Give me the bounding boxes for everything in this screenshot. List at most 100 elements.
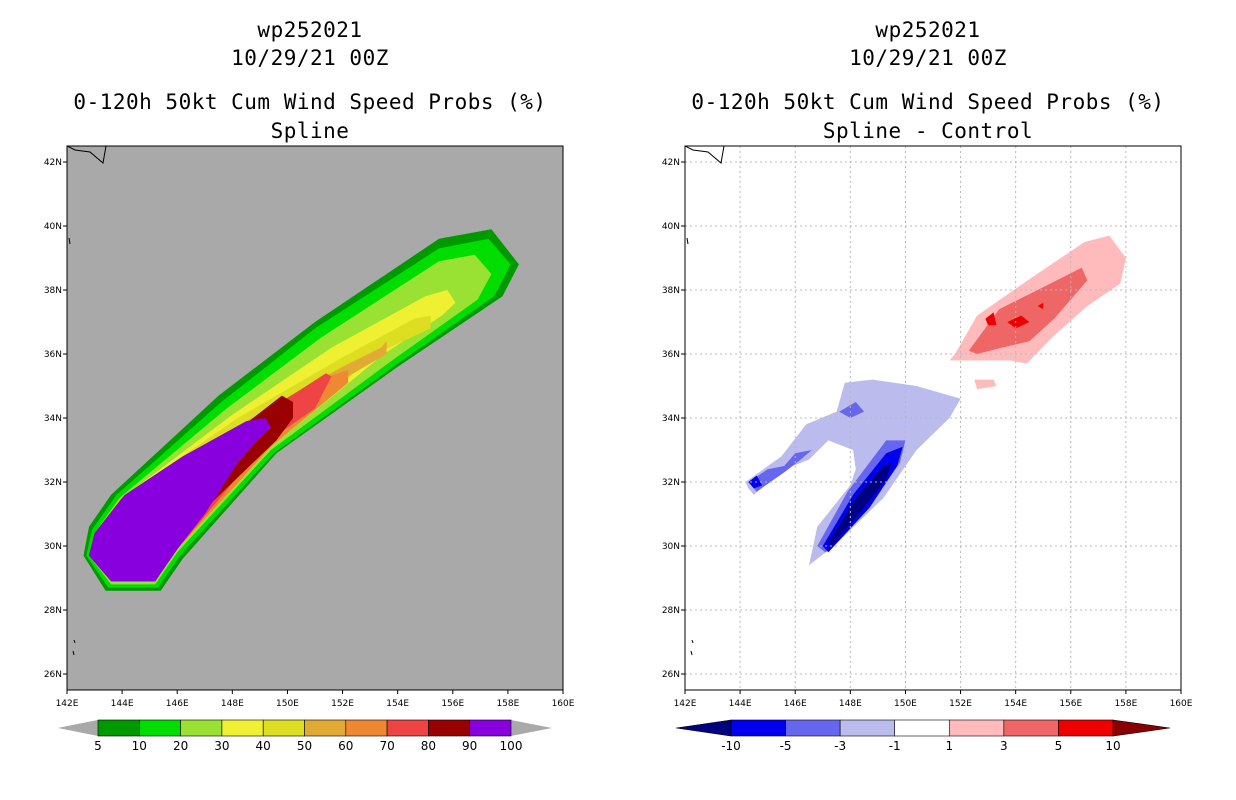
right-difference-map: 142E 144E 146E 148E 150E 152E 154E 156E 158E 160E… bbox=[662, 145, 1193, 753]
right-y-tick-label: 28N bbox=[662, 606, 680, 616]
left-colorbar-box bbox=[304, 719, 347, 737]
left-y-tick-label: 32N bbox=[44, 478, 62, 488]
right-colorbar-box bbox=[1058, 719, 1114, 737]
right-colorbar-label: -5 bbox=[780, 739, 792, 753]
left-x-tick-label: 154E bbox=[386, 699, 409, 709]
right-colorbar-box bbox=[948, 719, 1005, 737]
right-colorbar-label: 1 bbox=[945, 739, 953, 753]
left-x-tick-label: 146E bbox=[166, 699, 189, 709]
left-x-tick-label: 148E bbox=[221, 699, 244, 709]
right-x-tick-label: 144E bbox=[729, 699, 752, 709]
right-contour-region-3 bbox=[968, 267, 1088, 354]
left-island-1 bbox=[68, 237, 71, 245]
left-contour-region-100 bbox=[89, 418, 269, 582]
left-colorbar-box bbox=[97, 719, 140, 737]
left-colorbar-label: 30 bbox=[214, 739, 229, 753]
right-contour-region-neg3 bbox=[748, 450, 812, 492]
right-x-tick-label: 158E bbox=[1114, 699, 1137, 709]
left-title-time: 10/29/21 00Z bbox=[231, 46, 389, 70]
left-colorbar-box bbox=[345, 719, 388, 737]
left-title-product: 0-120h 50kt Cum Wind Speed Probs (%) bbox=[73, 90, 547, 114]
right-contour-region-neg3 bbox=[839, 402, 865, 418]
left-x-tick-label: 152E bbox=[331, 699, 354, 709]
right-colorbar-over-arrow bbox=[1112, 719, 1171, 737]
right-title-time: 10/29/21 00Z bbox=[849, 46, 1007, 70]
right-colorbar-box bbox=[730, 719, 786, 737]
left-y-tick-label: 26N bbox=[44, 670, 62, 680]
left-colorbar-label: 90 bbox=[462, 739, 477, 753]
right-contour-region-neg10 bbox=[828, 462, 892, 546]
right-title-subtitle: Spline - Control bbox=[822, 119, 1034, 143]
right-y-tick-label: 36N bbox=[662, 350, 680, 360]
right-y-tick-label: 34N bbox=[662, 414, 680, 424]
right-contour-region-5 bbox=[985, 312, 997, 326]
right-coastlines bbox=[685, 146, 725, 656]
right-colorbar-box bbox=[894, 719, 950, 737]
left-probability-map: 142E 144E 146E 148E 150E 152E 154E 156E 158E 160E… bbox=[44, 145, 575, 753]
right-x-tick-label: 160E bbox=[1170, 699, 1193, 709]
right-coastline-japan bbox=[685, 146, 725, 164]
left-colorbar-over-arrow bbox=[511, 720, 552, 736]
right-contour-region-5 bbox=[1037, 302, 1044, 310]
left-colorbar-label: 70 bbox=[379, 739, 394, 753]
right-contour-region-neg1 bbox=[745, 379, 961, 566]
right-island-2 bbox=[690, 639, 694, 656]
right-contour-region-5 bbox=[1007, 315, 1030, 329]
left-y-tick-label: 34N bbox=[44, 414, 62, 424]
right-x-tick-label: 150E bbox=[894, 699, 917, 709]
left-colorbar-box bbox=[428, 719, 470, 737]
left-colorbar-label: 100 bbox=[500, 739, 523, 753]
right-colorbar-label: -3 bbox=[834, 739, 846, 753]
left-title-storm: wp252021 bbox=[257, 18, 363, 42]
left-island-2 bbox=[72, 639, 76, 656]
left-x-tick-label: 144E bbox=[111, 699, 134, 709]
left-x-tick-label: 142E bbox=[56, 699, 79, 709]
right-y-tick-label: 38N bbox=[662, 286, 680, 296]
left-colorbar-label: 50 bbox=[297, 739, 312, 753]
right-y-tick-label: 40N bbox=[662, 222, 680, 232]
right-x-tick-label: 148E bbox=[839, 699, 862, 709]
left-x-tick-label: 160E bbox=[552, 699, 575, 709]
left-y-tick-label: 40N bbox=[44, 222, 62, 232]
left-colorbar-label: 60 bbox=[338, 739, 353, 753]
right-colorbar-box bbox=[785, 719, 841, 737]
right-colorbar-label: 10 bbox=[1105, 739, 1120, 753]
right-colorbar-under-arrow bbox=[675, 719, 732, 737]
right-colorbar-box bbox=[839, 719, 896, 737]
right-colorbar-box bbox=[1003, 719, 1059, 737]
left-colorbar-label: 5 bbox=[94, 739, 102, 753]
right-colorbar-label: 5 bbox=[1055, 739, 1063, 753]
right-title-storm: wp252021 bbox=[875, 18, 981, 42]
left-colorbar-box bbox=[262, 719, 305, 737]
left-colorbar-label: 20 bbox=[173, 739, 188, 753]
right-colorbar-label: -10 bbox=[721, 739, 741, 753]
left-y-tick-label: 42N bbox=[44, 158, 62, 168]
right-x-tick-label: 146E bbox=[784, 699, 807, 709]
right-x-tick-label: 152E bbox=[949, 699, 972, 709]
left-x-tick-label: 156E bbox=[441, 699, 464, 709]
right-contour-region-1 bbox=[974, 379, 997, 390]
left-colorbar-box bbox=[221, 719, 264, 737]
left-colorbar-label: 80 bbox=[421, 739, 436, 753]
left-colorbar-box bbox=[180, 719, 223, 737]
left-coastlines bbox=[67, 146, 107, 656]
right-title-product: 0-120h 50kt Cum Wind Speed Probs (%) bbox=[691, 90, 1165, 114]
right-x-tick-label: 142E bbox=[674, 699, 697, 709]
left-y-tick-label: 38N bbox=[44, 286, 62, 296]
right-x-tick-label: 156E bbox=[1059, 699, 1082, 709]
right-y-tick-label: 32N bbox=[662, 478, 680, 488]
left-colorbar-label: 40 bbox=[256, 739, 271, 753]
left-colorbar-label: 10 bbox=[132, 739, 147, 753]
right-y-tick-label: 42N bbox=[662, 158, 680, 168]
left-y-tick-label: 28N bbox=[44, 606, 62, 616]
right-colorbar-label: 3 bbox=[1000, 739, 1008, 753]
left-x-tick-label: 158E bbox=[496, 699, 519, 709]
right-x-tick-label: 154E bbox=[1004, 699, 1027, 709]
left-y-tick-label: 30N bbox=[44, 542, 62, 552]
left-title-subtitle: Spline bbox=[270, 119, 350, 143]
right-y-tick-label: 30N bbox=[662, 542, 680, 552]
left-colorbar-box bbox=[469, 719, 512, 737]
right-colorbar-label: -1 bbox=[889, 739, 901, 753]
left-y-tick-label: 36N bbox=[44, 350, 62, 360]
right-y-tick-label: 26N bbox=[662, 670, 680, 680]
